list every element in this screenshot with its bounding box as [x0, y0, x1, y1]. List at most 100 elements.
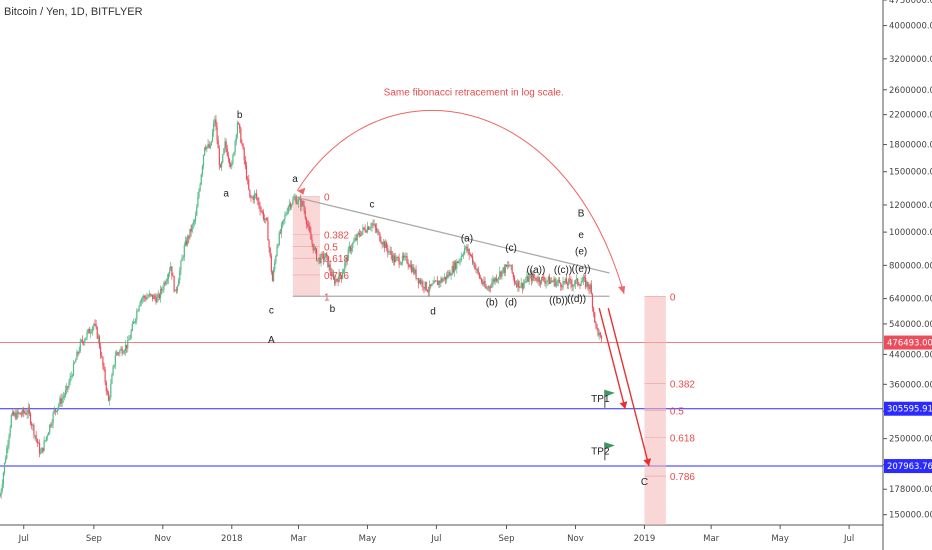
- candle-body: [16, 411, 18, 419]
- candle-body: [533, 274, 535, 278]
- candle-body: [0, 496, 1, 497]
- candle-body: [518, 280, 520, 288]
- candle-body: [516, 283, 518, 287]
- candle-body: [168, 270, 171, 274]
- candle-body: [153, 295, 155, 300]
- price-tag-label: 476493.00: [887, 339, 932, 349]
- candle-body: [83, 341, 85, 344]
- wave-label: c: [269, 305, 274, 316]
- candle-body: [363, 227, 365, 229]
- candle-body: [362, 227, 364, 232]
- candle-body: [9, 427, 11, 436]
- candle-body: [400, 262, 402, 265]
- candle-body: [424, 281, 426, 289]
- candle-body: [354, 238, 356, 242]
- candle-body: [564, 278, 566, 283]
- candle-body: [259, 206, 261, 211]
- candle-body: [215, 119, 217, 127]
- candle-body: [34, 435, 36, 437]
- candle-body: [29, 413, 32, 424]
- candle-body: [470, 254, 473, 257]
- candle-body: [251, 196, 253, 198]
- candle-body: [28, 407, 30, 414]
- candle-body: [198, 190, 200, 198]
- candle-body: [438, 281, 440, 285]
- candle-body: [457, 261, 459, 263]
- candle-body: [271, 271, 274, 282]
- price-tag: [884, 459, 932, 474]
- candle-body: [405, 256, 407, 257]
- candle-body: [355, 238, 357, 241]
- candle-body: [208, 144, 210, 148]
- candle-body: [253, 194, 255, 201]
- flag-icon: [604, 389, 615, 397]
- candle-body: [375, 227, 378, 232]
- candle-body: [88, 328, 90, 334]
- candle-body: [517, 280, 519, 287]
- price-tag: [884, 401, 932, 416]
- candle-body: [490, 287, 492, 289]
- candle-body: [236, 122, 239, 136]
- flag-icon: [604, 442, 615, 450]
- candle-body: [112, 366, 114, 375]
- candle-body: [57, 407, 59, 412]
- y-tick-label: 4750000.00: [889, 0, 932, 6]
- candle-body: [381, 243, 383, 245]
- candle-body: [247, 179, 249, 181]
- fib-2-level-label: 0: [670, 292, 676, 303]
- candle-body: [459, 260, 461, 261]
- candle-body: [61, 398, 63, 404]
- candle-body: [191, 224, 193, 232]
- fib-2-level-label: 0.382: [670, 380, 695, 391]
- candle-body: [589, 284, 591, 290]
- candle-body: [182, 256, 184, 258]
- candle-body: [479, 277, 482, 279]
- candle-body: [304, 210, 306, 219]
- candle-body: [85, 337, 87, 340]
- candle-body: [254, 193, 257, 195]
- candle-body: [469, 254, 471, 256]
- candle-body: [526, 276, 528, 282]
- candle-body: [561, 286, 563, 288]
- candle-body: [338, 273, 340, 283]
- candle-body: [592, 307, 595, 313]
- candle-body: [332, 273, 335, 279]
- wave-label: e: [578, 230, 584, 241]
- candle-body: [460, 256, 462, 261]
- candle-body: [568, 279, 570, 286]
- wave-label: d: [430, 307, 436, 318]
- candle-body: [122, 352, 124, 354]
- candle-body: [531, 274, 534, 281]
- candle-body: [401, 255, 404, 263]
- candle-body: [425, 281, 427, 291]
- candle-body: [365, 231, 367, 233]
- candle-body: [430, 284, 432, 286]
- candle-body: [170, 266, 172, 271]
- candle-body: [78, 350, 80, 354]
- candle-body: [22, 409, 24, 415]
- candle-body: [594, 312, 596, 322]
- wave-label: C: [641, 477, 648, 488]
- candle-body: [158, 294, 161, 299]
- candle-body: [214, 119, 216, 124]
- candle-body: [571, 283, 573, 287]
- candle-body: [321, 254, 323, 255]
- candle-body: [232, 155, 234, 164]
- candle-body: [199, 184, 201, 191]
- candle-body: [261, 210, 263, 212]
- candle-body: [499, 271, 501, 278]
- candle-body: [284, 215, 286, 220]
- candle-body: [535, 277, 537, 281]
- candle-body: [468, 249, 470, 255]
- candle-body: [265, 218, 267, 220]
- candle-body: [41, 447, 43, 453]
- candle-body: [42, 447, 44, 451]
- candle-body: [80, 339, 83, 341]
- candle-body: [566, 283, 569, 286]
- x-tick-label: May: [359, 534, 377, 544]
- candle-body: [456, 261, 458, 269]
- candle-body: [277, 244, 279, 247]
- candle-body: [202, 155, 205, 166]
- candle-body: [521, 282, 523, 289]
